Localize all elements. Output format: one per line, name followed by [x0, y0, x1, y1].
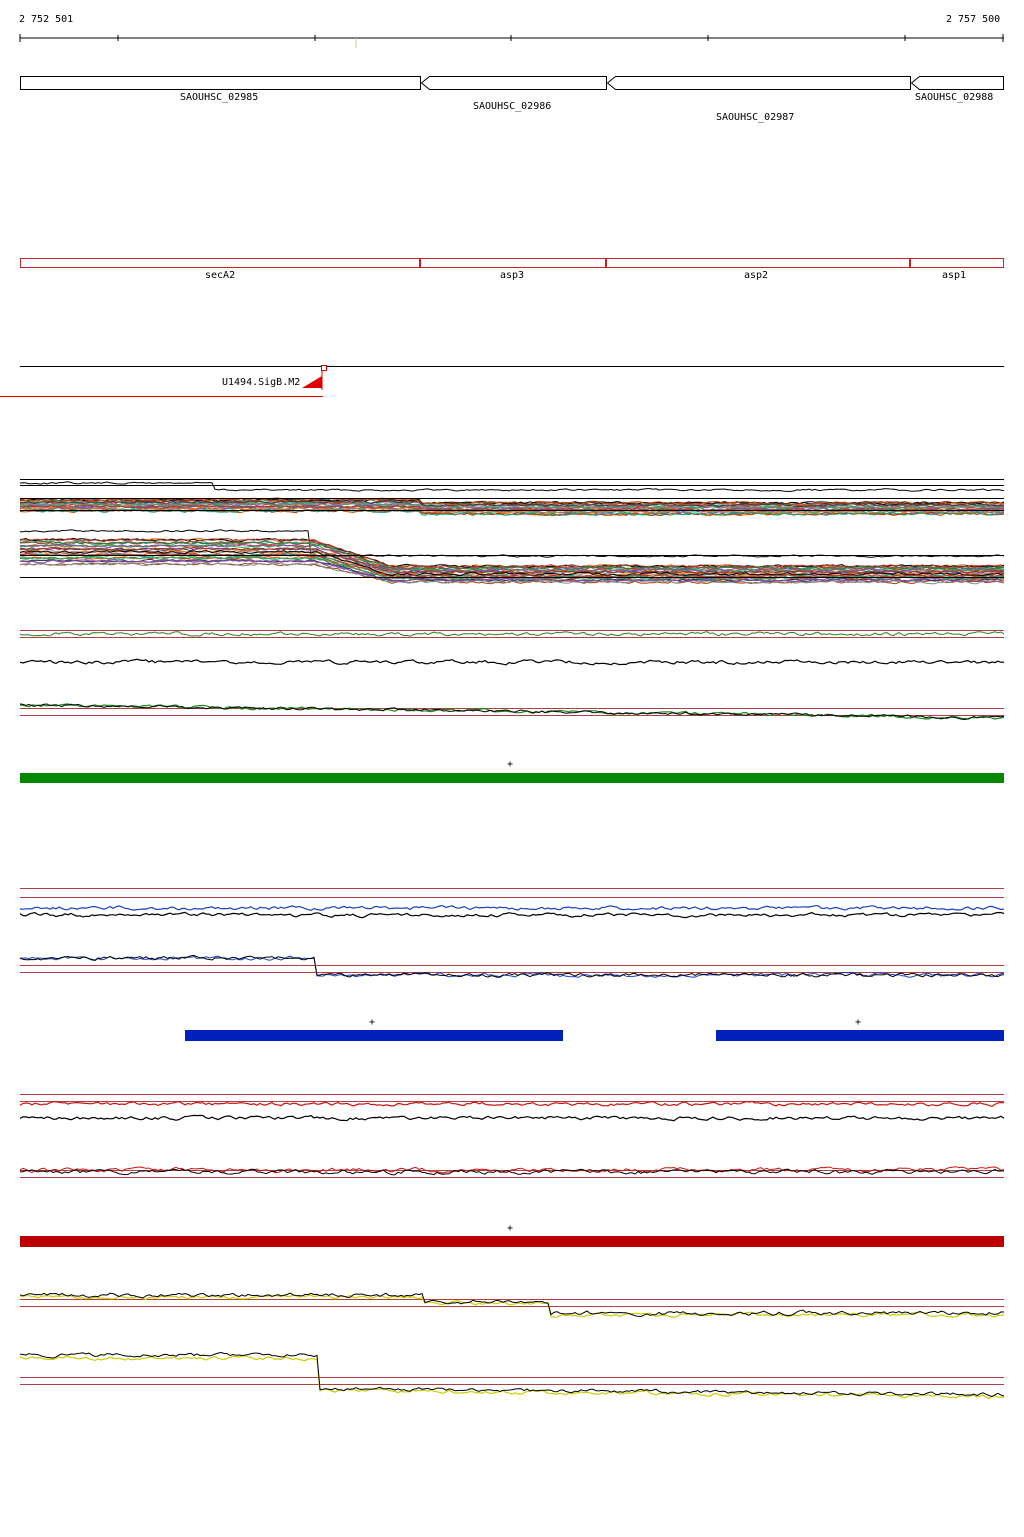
- regulatory-arrow-head: [302, 376, 322, 388]
- tiling-trace-lower: [19, 537, 1005, 569]
- red-trace-1: [19, 1100, 1005, 1108]
- tiling-trace-lower: [19, 558, 1005, 583]
- segment-marker-blue-1: +: [369, 1017, 376, 1028]
- tiling-trace-upper: [19, 508, 1005, 516]
- gene-saouhsc-02987[interactable]: [606, 76, 911, 90]
- tiling-trace-upper: [19, 506, 1005, 514]
- tiling-trace-step: [20, 529, 1005, 558]
- ruler: [19, 34, 1004, 48]
- gene-name-label-seca2: secA2: [205, 270, 236, 281]
- blue-black-trace-2: [19, 954, 1005, 978]
- gene-label-saouhsc-02987: SAOUHSC_02987: [716, 112, 795, 123]
- segment-bar-green[interactable]: [20, 773, 1004, 783]
- tiling-trace-lower: [19, 546, 1005, 575]
- segment-bars: [20, 773, 1004, 1247]
- ruler-end-label: 2 757 500: [946, 14, 1001, 25]
- tiling-trace-lower: [19, 553, 1005, 579]
- gene-saouhsc-02986[interactable]: [420, 76, 607, 90]
- yellow-black-trace-1: [19, 1292, 1005, 1318]
- gene-name-label-asp1: asp1: [942, 270, 967, 281]
- regulatory-label: U1494.SigB.M2: [222, 377, 301, 388]
- gene-track: [20, 76, 1004, 90]
- gene-name-box-seca2[interactable]: [20, 258, 420, 268]
- blue-trace-1: [19, 905, 1005, 912]
- segment-marker-blue-2: +: [855, 1017, 862, 1028]
- red-black-trace-2: [20, 1168, 1005, 1176]
- tiling-trace-lower: [19, 562, 1005, 585]
- tiling-trace-lower: [19, 549, 1005, 577]
- tiling-trace-lower: [19, 547, 1005, 574]
- gene-name-track: [20, 258, 1004, 268]
- segment-bar-red[interactable]: [20, 1236, 1004, 1247]
- ruler-start-label: 2 752 501: [19, 14, 74, 25]
- tiling-trace-upper: [19, 504, 1005, 513]
- tiling-trace-upper: [19, 497, 1005, 506]
- blue-trace-2: [20, 955, 1005, 978]
- gene-name-label-asp2: asp2: [744, 270, 769, 281]
- tiling-trace-upper: [19, 502, 1005, 510]
- gene-saouhsc-02985[interactable]: [20, 76, 421, 90]
- gene-label-saouhsc-02986: SAOUHSC_02986: [473, 101, 552, 112]
- segment-bar-blue-1[interactable]: [185, 1030, 563, 1041]
- expression-plots: [19, 479, 1005, 1400]
- gene-saouhsc-02988[interactable]: [910, 76, 1004, 90]
- gene-name-box-asp1[interactable]: [910, 258, 1004, 268]
- tiling-trace-lower: [19, 540, 1005, 571]
- regulatory-track: [0, 365, 1004, 397]
- gene-label-saouhsc-02988: SAOUHSC_02988: [915, 92, 994, 103]
- segment-bar-blue-2[interactable]: [716, 1030, 1004, 1041]
- tiling-trace-lower: [19, 549, 1005, 577]
- gene-name-box-asp3[interactable]: [420, 258, 606, 268]
- green-black-trace-1: [19, 658, 1005, 666]
- gene-label-saouhsc-02985: SAOUHSC_02985: [180, 92, 259, 103]
- green-trace-1: [19, 631, 1005, 637]
- gene-name-box-asp2[interactable]: [606, 258, 910, 268]
- gene-name-label-asp3: asp3: [500, 270, 525, 281]
- green-black-trace-2: [19, 703, 1005, 721]
- blue-black-trace-1: [19, 911, 1005, 919]
- tiling-trace-upper: [19, 504, 1005, 512]
- red-black-trace-1: [19, 1114, 1005, 1122]
- segment-marker-red: +: [507, 1223, 514, 1234]
- yellow-trace-1: [19, 1294, 1005, 1318]
- yellow-black-trace-2: [19, 1351, 1005, 1398]
- yellow-trace-2: [19, 1354, 1005, 1400]
- regulatory-start-marker[interactable]: [321, 365, 327, 371]
- tiling-trace-top: [19, 481, 1005, 492]
- segment-marker-green: +: [507, 759, 514, 770]
- tiling-trace-upper: [19, 500, 1005, 508]
